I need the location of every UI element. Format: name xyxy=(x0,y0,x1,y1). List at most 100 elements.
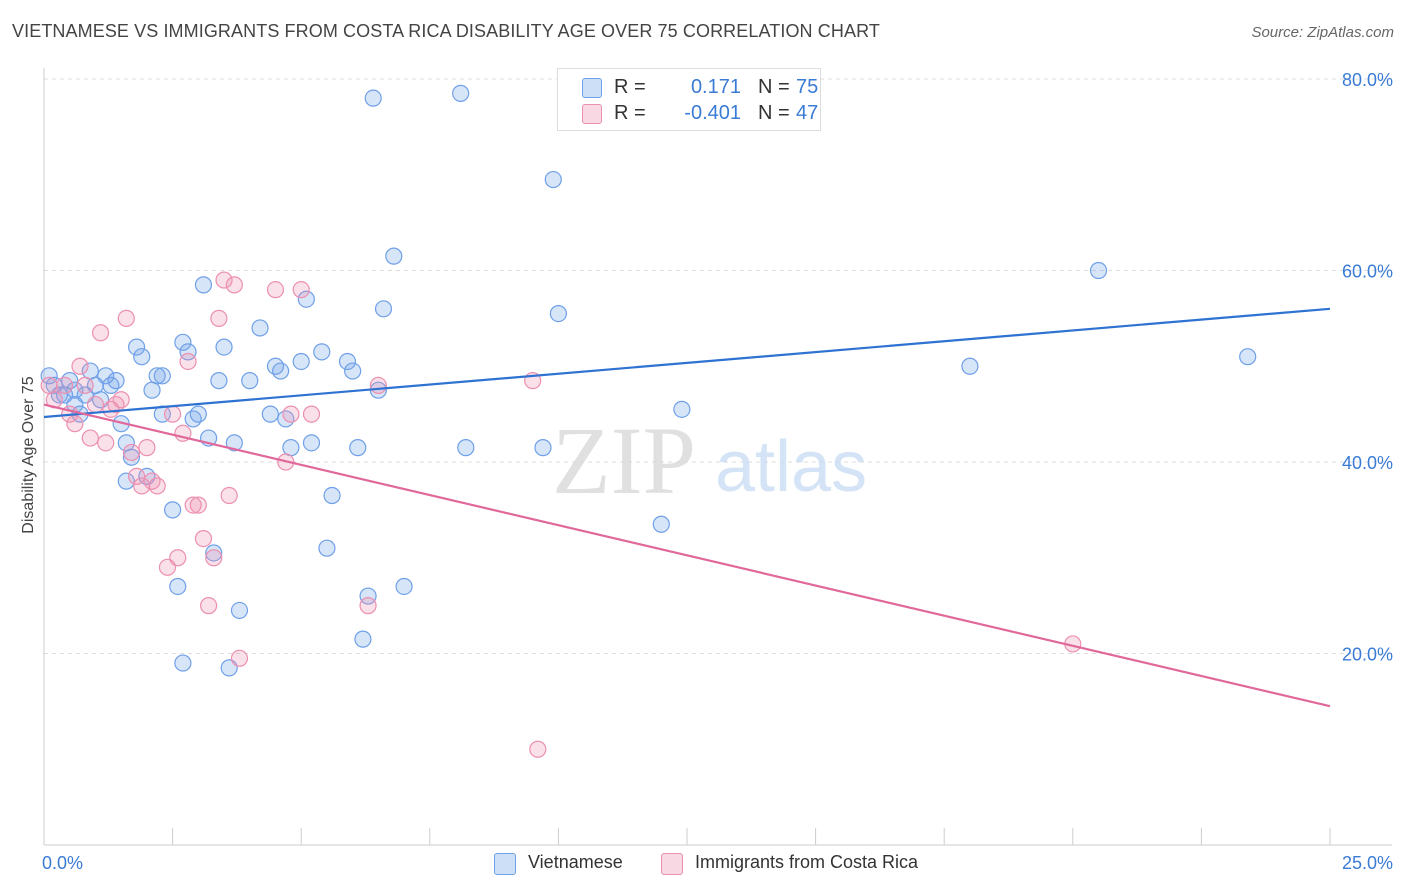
legend-r-label: R = xyxy=(614,76,646,98)
data-point xyxy=(349,439,367,457)
data-point xyxy=(385,247,403,265)
data-point xyxy=(277,410,295,428)
data-point xyxy=(395,577,413,596)
data-point xyxy=(117,309,135,327)
data-point xyxy=(200,597,218,615)
data-point xyxy=(338,352,357,371)
data-point xyxy=(148,477,166,495)
data-point xyxy=(153,367,171,385)
data-point xyxy=(292,281,310,299)
data-point xyxy=(1089,261,1108,280)
axes xyxy=(43,68,1392,846)
data-point xyxy=(194,276,213,294)
data-point xyxy=(127,338,146,356)
data-point xyxy=(194,529,213,548)
y-axis-label: Disability Age Over 75 xyxy=(20,376,37,534)
correlation-legend: R = 0.171 N = 75 R = -0.401 N = 47 xyxy=(557,68,821,131)
trend-line xyxy=(43,403,1331,708)
data-point xyxy=(174,333,192,351)
data-point xyxy=(164,405,182,423)
watermark-atlas: atlas xyxy=(715,427,867,507)
data-point xyxy=(452,84,470,102)
data-point xyxy=(169,577,187,596)
data-point xyxy=(652,515,670,533)
data-point xyxy=(174,654,192,672)
data-point xyxy=(359,587,377,605)
data-point xyxy=(81,429,99,447)
data-point xyxy=(76,376,94,394)
data-point xyxy=(133,348,151,366)
legend-r-value: -0.401 xyxy=(684,102,741,124)
data-point xyxy=(179,343,197,361)
data-point xyxy=(364,89,382,107)
data-point xyxy=(225,434,243,452)
data-point xyxy=(184,496,202,514)
data-point xyxy=(215,271,233,289)
data-point xyxy=(122,448,141,466)
watermark: ZIP atlas xyxy=(552,407,867,514)
data-point xyxy=(127,467,146,485)
data-point xyxy=(210,309,228,327)
data-point xyxy=(220,486,238,505)
data-point xyxy=(112,391,130,409)
data-point xyxy=(673,400,691,418)
y-tick-label: 80.0% xyxy=(1342,70,1393,90)
data-point xyxy=(282,405,300,423)
data-point xyxy=(143,381,161,399)
trend-line xyxy=(43,307,1331,419)
legend-swatch-vietnamese xyxy=(582,78,602,98)
bottom-legend-swatch-costa-rica xyxy=(661,853,683,875)
data-point xyxy=(272,362,290,380)
data-point xyxy=(241,372,259,390)
x-tick-label: 0.0% xyxy=(42,853,83,873)
data-point xyxy=(1239,348,1257,366)
data-point xyxy=(205,549,223,567)
data-point xyxy=(529,740,547,758)
bottom-legend-label: Immigrants from Costa Rica xyxy=(695,852,919,872)
legend-swatch-costa-rica xyxy=(582,104,602,124)
data-point xyxy=(302,434,321,452)
data-point xyxy=(91,324,110,342)
bottom-legend-label: Vietnamese xyxy=(528,852,623,872)
data-point xyxy=(189,405,207,423)
trend-lines xyxy=(43,307,1331,708)
y-tick-label: 20.0% xyxy=(1342,645,1393,665)
y-tick-label: 60.0% xyxy=(1342,262,1393,282)
data-point xyxy=(117,472,135,490)
data-point xyxy=(230,649,249,667)
data-point xyxy=(107,395,125,414)
data-point xyxy=(210,372,228,390)
data-point xyxy=(318,539,336,557)
data-point xyxy=(292,352,310,371)
data-point xyxy=(66,381,84,399)
data-point xyxy=(374,300,393,318)
data-point xyxy=(302,405,321,423)
data-point xyxy=(261,405,279,423)
data-point xyxy=(40,367,58,385)
legend-n-label: N = xyxy=(758,102,790,124)
legend-n-label: N = xyxy=(758,76,790,98)
chart-title: VIETNAMESE VS IMMIGRANTS FROM COSTA RICA… xyxy=(12,21,880,41)
data-point xyxy=(71,357,89,375)
data-point xyxy=(961,357,979,375)
data-point xyxy=(169,549,187,567)
data-point xyxy=(122,443,141,462)
data-point xyxy=(179,352,197,371)
data-point xyxy=(97,367,115,385)
watermark-zip: ZIP xyxy=(552,407,696,514)
data-point xyxy=(138,439,156,457)
legend-r-label: R = xyxy=(614,102,646,124)
data-point xyxy=(457,439,475,457)
data-point xyxy=(189,496,207,514)
bottom-legend-swatch-vietnamese xyxy=(494,853,516,875)
data-point xyxy=(86,395,105,414)
data-point xyxy=(369,376,387,394)
data-point xyxy=(359,597,377,615)
legend-n-value: 75 xyxy=(796,76,819,98)
data-point xyxy=(354,630,372,648)
data-point xyxy=(230,601,249,620)
data-point xyxy=(344,362,362,380)
data-point xyxy=(61,372,79,390)
x-tick-label: 25.0% xyxy=(1342,853,1393,873)
